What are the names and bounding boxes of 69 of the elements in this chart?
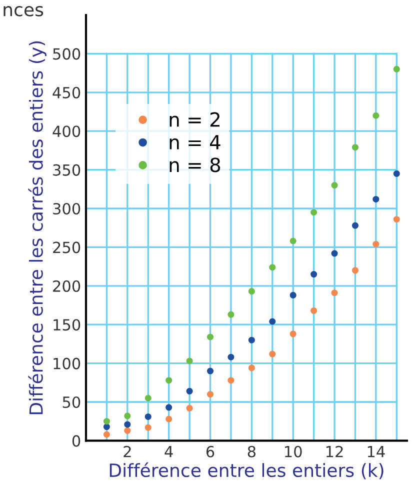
point [103, 424, 110, 430]
point [124, 421, 131, 428]
point [166, 416, 172, 422]
point [310, 307, 318, 314]
text: nces [4, 6, 44, 16]
point [228, 377, 234, 384]
y-tick-label: 500 [53, 48, 80, 60]
point [248, 288, 255, 295]
point [186, 358, 193, 364]
point [331, 182, 338, 189]
point [144, 424, 152, 431]
y-tick-label: 150 [54, 319, 80, 331]
point [269, 350, 276, 358]
point [290, 238, 296, 244]
point [248, 364, 255, 372]
point [228, 354, 234, 360]
point [352, 267, 358, 274]
point [290, 292, 296, 298]
legend-label: n = 2 [170, 112, 220, 127]
y-axis-title: Différence entre les carrés des entiers (y) [28, 41, 46, 414]
point [331, 290, 338, 296]
point [269, 318, 276, 325]
point [144, 413, 152, 420]
point [124, 412, 131, 420]
y-tick-label: 50 [62, 396, 80, 408]
point [310, 271, 318, 278]
point [372, 196, 380, 202]
point [310, 209, 318, 216]
y-tick-label: 450 [52, 86, 80, 98]
point [331, 250, 338, 257]
point [207, 368, 214, 374]
x-tick-label: 8 [248, 446, 256, 458]
point [103, 431, 110, 438]
y-tick-label: 400 [52, 126, 80, 138]
point [186, 404, 193, 412]
x-tick-label: 4 [164, 446, 173, 458]
x-axis-title: Différence entre les entiers (k) [110, 462, 384, 480]
point [166, 404, 172, 411]
y-tick-label: 0 [72, 435, 80, 447]
legend-label: n = 4 [170, 135, 220, 150]
point [228, 311, 234, 318]
point [166, 377, 172, 384]
y-tick-label: 300 [53, 202, 80, 215]
point [372, 240, 380, 248]
point [186, 388, 193, 394]
point [352, 222, 358, 229]
y-tick-label: 100 [54, 358, 80, 370]
y-tick-label: 350 [53, 164, 80, 176]
x-tick-label: 2 [124, 446, 131, 458]
point [207, 391, 214, 398]
point [372, 112, 380, 119]
point [290, 330, 296, 338]
point [393, 216, 400, 223]
point [269, 264, 276, 271]
x-tick-label: 14 [368, 446, 385, 458]
point [144, 394, 152, 402]
point [248, 336, 255, 344]
x-tick-label: 6 [206, 446, 214, 458]
y-tick-label: 200 [53, 280, 80, 292]
x-tick-label: 10 [285, 446, 302, 458]
point [393, 170, 400, 177]
point [103, 418, 110, 425]
point [124, 427, 131, 434]
point [393, 66, 400, 72]
y-tick-label: 250 [53, 242, 80, 254]
point [352, 144, 358, 151]
point [207, 334, 214, 340]
legend-label: n = 8 [170, 158, 220, 172]
x-tick-label: 12 [326, 446, 343, 458]
